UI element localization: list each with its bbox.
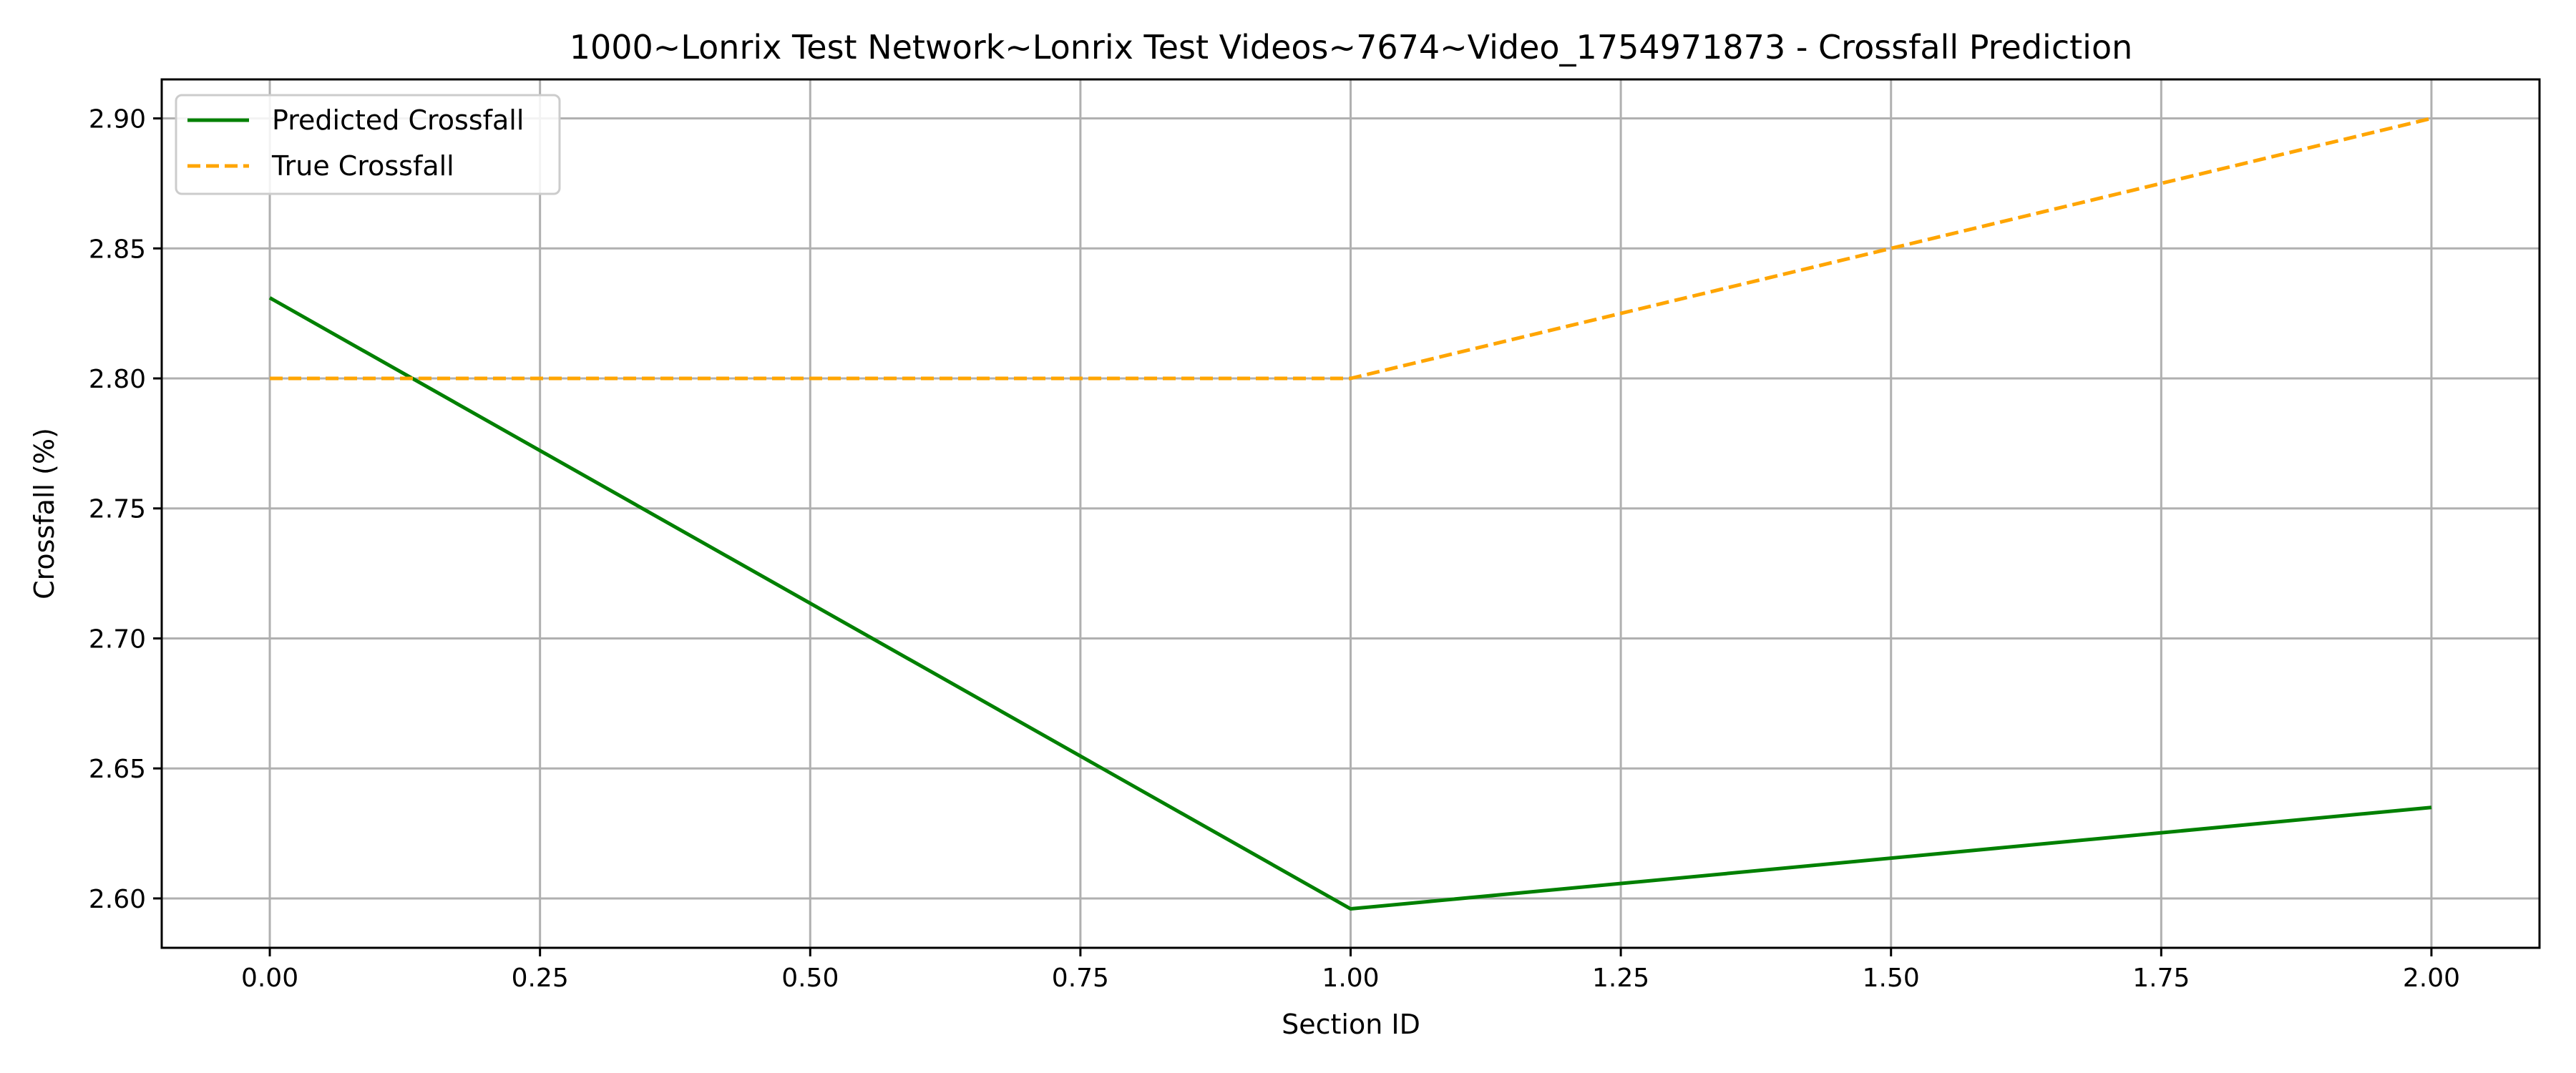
y-tick-label: 2.90 — [89, 105, 146, 134]
series-layer — [268, 117, 2432, 911]
x-tick-label: 0.50 — [781, 964, 839, 993]
series-line-predicted — [268, 296, 2432, 911]
axes-layer: 0.00 0.25 0.50 0.75 1.00 1.25 1.50 1.75 2.00 2.60… — [89, 78, 2541, 993]
x-tick-label: 0.75 — [1052, 964, 1109, 993]
x-tick-label: 0.00 — [241, 964, 298, 993]
y-tick-label: 2.65 — [89, 755, 146, 784]
legend-box — [175, 94, 561, 195]
y-tick-label: 2.85 — [89, 235, 146, 264]
y-tick-label: 2.75 — [89, 495, 146, 524]
series-line-true — [270, 117, 2432, 381]
legend-label-true: True Crossfall — [271, 150, 454, 182]
x-tick-label: 2.00 — [2403, 964, 2460, 993]
legend-label-predicted: Predicted Crossfall — [272, 104, 524, 136]
x-tick-label: 1.25 — [1592, 964, 1649, 993]
legend: Predicted Crossfall True Crossfall — [175, 94, 561, 195]
y-tick-label: 2.80 — [89, 365, 146, 394]
y-tick-label: 2.60 — [89, 885, 146, 914]
x-tick-label: 1.50 — [1863, 964, 1920, 993]
x-tick-label: 1.75 — [2132, 964, 2190, 993]
y-axis-label: Crossfall (%) — [29, 428, 60, 599]
x-tick-label: 1.00 — [1322, 964, 1379, 993]
y-tick-label: 2.70 — [89, 624, 146, 654]
x-tick-label: 0.25 — [512, 964, 569, 993]
chart-title: 1000~Lonrix Test Network~Lonrix Test Vid… — [570, 28, 2133, 67]
x-axis-label: Section ID — [1282, 1009, 1420, 1040]
